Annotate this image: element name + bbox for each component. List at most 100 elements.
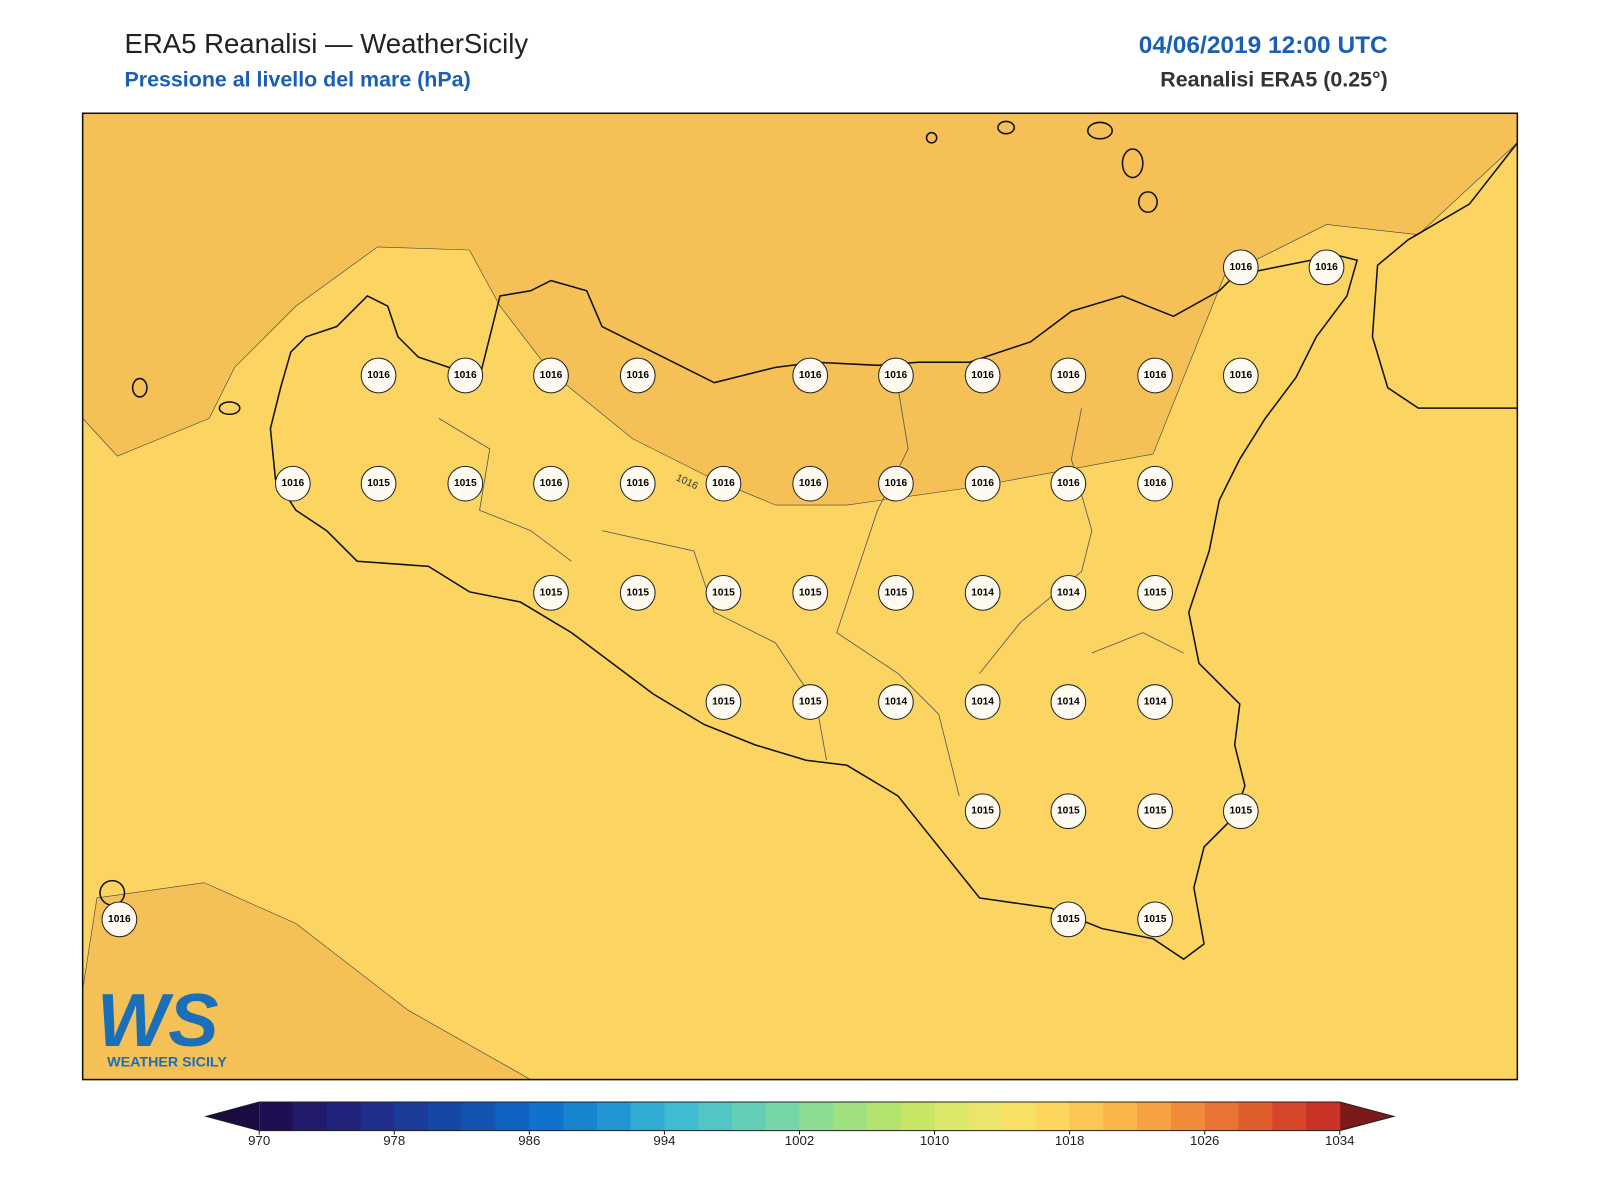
station-value: 1016 <box>1229 262 1252 273</box>
station-marker <box>1137 357 1173 394</box>
station-value: 1016 <box>1144 478 1167 489</box>
station: 1016 <box>360 357 397 394</box>
station-marker <box>533 574 569 611</box>
station-value: 1016 <box>885 370 908 381</box>
station: 1015 <box>792 574 829 611</box>
station-value: 1015 <box>1144 914 1167 925</box>
station-value: 1016 <box>1057 370 1080 381</box>
station-marker <box>878 465 914 502</box>
colorbar-segment <box>934 1102 969 1131</box>
colorbar-segment <box>394 1102 429 1131</box>
station-value: 1015 <box>885 587 908 598</box>
colorbar-segment <box>1035 1102 1071 1131</box>
station-marker <box>1050 684 1087 720</box>
station-value: 1015 <box>1057 806 1080 817</box>
sicily-coast <box>269 254 1359 961</box>
station: 1015 <box>878 574 914 611</box>
station: 1014 <box>1137 684 1173 720</box>
station: 1016 <box>533 357 569 394</box>
station: 1014 <box>1050 684 1087 720</box>
colorbar-segment <box>1069 1102 1104 1131</box>
station-marker <box>792 574 829 611</box>
station-marker <box>447 357 484 394</box>
logo-name: WEATHER SICILY <box>107 1054 227 1070</box>
station: 1016 <box>619 357 656 394</box>
station-value: 1016 <box>540 370 563 381</box>
station-value: 1014 <box>971 587 994 598</box>
colorbar-under <box>206 1102 260 1131</box>
station-marker <box>705 574 742 611</box>
station-marker <box>1137 574 1173 611</box>
station-marker <box>878 574 914 611</box>
station: 1016 <box>274 465 311 502</box>
station-value: 1015 <box>1144 587 1167 598</box>
colorbar-segment <box>1137 1102 1172 1131</box>
colorbar-segment <box>292 1102 328 1131</box>
calabria-coast <box>1371 142 1518 409</box>
station-marker <box>1050 574 1087 611</box>
station-value: 1015 <box>367 478 390 489</box>
colorbar-segment <box>630 1102 665 1131</box>
station: 1015 <box>1222 793 1259 830</box>
station: 1016 <box>792 357 829 394</box>
station: 1015 <box>1137 574 1173 611</box>
station-value: 1016 <box>799 370 822 381</box>
colorbar-tick-label: 970 <box>248 1133 270 1148</box>
station-marker <box>792 357 829 394</box>
station-value: 1016 <box>1315 262 1338 273</box>
station-marker <box>360 357 397 394</box>
colorbar-tick-label: 986 <box>518 1133 540 1148</box>
station-value: 1015 <box>540 587 563 598</box>
colorbar-segment <box>900 1102 936 1131</box>
figure: ERA5 Reanalisi — WeatherSicily Pressione… <box>81 28 1519 1148</box>
station: 1016 <box>1137 357 1173 394</box>
station: 1016 <box>705 465 742 502</box>
station: 1015 <box>792 684 829 720</box>
colorbar-segment <box>867 1102 902 1131</box>
date: 04/06/2019 12:00 UTC <box>1139 32 1388 59</box>
station: 1015 <box>1050 901 1087 938</box>
station-marker <box>533 357 569 394</box>
colorbar-tick-label: 978 <box>383 1133 405 1148</box>
station-marker <box>1137 901 1173 938</box>
station-value: 1014 <box>1057 587 1080 598</box>
station-value: 1016 <box>1057 478 1080 489</box>
colorbar-segment <box>664 1102 699 1131</box>
colorbar-over <box>1339 1102 1394 1131</box>
station-marker <box>964 684 1001 720</box>
station-marker <box>619 357 656 394</box>
station-value: 1015 <box>454 478 477 489</box>
station-marker <box>1222 249 1259 286</box>
station-marker <box>705 465 742 502</box>
colorbar-segment <box>698 1102 733 1131</box>
stations: 1016 1016 1016 1016 1016 1016 1016 1016 1016 1016… <box>101 249 1345 938</box>
station-marker <box>619 574 656 611</box>
station: 1015 <box>1137 901 1173 938</box>
colorbar-segment <box>1170 1102 1206 1131</box>
station-value: 1016 <box>367 370 390 381</box>
station-value: 1016 <box>626 478 649 489</box>
station-marker <box>878 684 914 720</box>
colorbar-segment <box>1103 1102 1138 1131</box>
station-marker <box>1050 901 1087 938</box>
station-marker <box>1050 465 1087 502</box>
colorbar-segment <box>529 1102 564 1131</box>
colorbar-segment <box>326 1102 361 1131</box>
station-marker <box>1137 465 1173 502</box>
title: ERA5 Reanalisi — WeatherSicily <box>124 28 528 59</box>
station-marker <box>964 793 1001 830</box>
station-value: 1016 <box>540 478 563 489</box>
station-value: 1015 <box>626 587 649 598</box>
station: 1015 <box>1050 793 1087 830</box>
colorbar-segment <box>563 1102 598 1131</box>
station-value: 1016 <box>1229 370 1252 381</box>
station: 1015 <box>964 793 1001 830</box>
station: 1016 <box>447 357 484 394</box>
station-value: 1014 <box>885 697 908 708</box>
station-marker <box>705 684 742 720</box>
station: 1015 <box>1137 793 1173 830</box>
station: 1015 <box>533 574 569 611</box>
station-value: 1016 <box>282 478 305 489</box>
station-value: 1015 <box>712 697 735 708</box>
